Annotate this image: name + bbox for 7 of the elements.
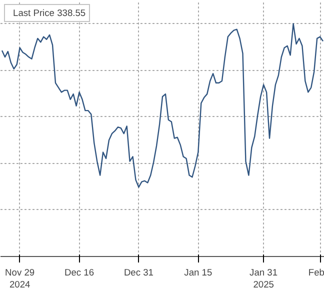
x-tick-label: Dec 31: [124, 268, 154, 278]
x-tick-label: Nov 29 2024: [5, 268, 35, 290]
x-tick-label: Jan 31 2025: [250, 268, 278, 290]
x-tick-label: Feb: [308, 268, 324, 278]
x-tick-label: Jan 15: [184, 268, 212, 278]
text: Last Price 338.55: [13, 8, 86, 18]
x-tick-label: Dec 16: [64, 268, 94, 278]
